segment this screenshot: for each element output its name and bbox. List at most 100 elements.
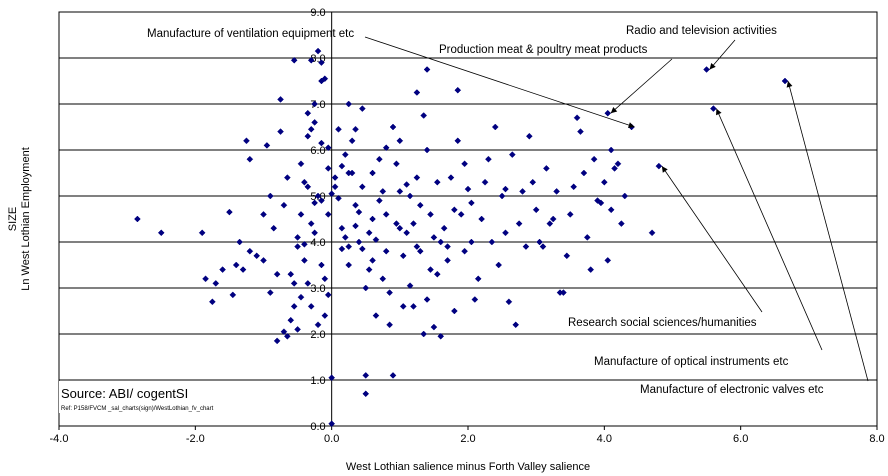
data-point-54 (314, 47, 322, 55)
x-tick-label-3: 2.0 (460, 433, 475, 445)
data-point-3 (202, 275, 209, 283)
y-tick-label-4: 4.0 (310, 237, 325, 249)
data-point-63 (301, 240, 308, 248)
data-point-71 (341, 234, 349, 241)
data-point-97 (430, 234, 438, 241)
x-tick-label-4: 4.0 (597, 433, 612, 445)
data-point-180 (522, 243, 530, 250)
data-point-167 (430, 323, 438, 331)
data-point-45 (314, 321, 322, 329)
data-point-187 (570, 183, 578, 191)
data-point-79 (369, 257, 376, 264)
data-point-78 (365, 229, 373, 237)
data-point-111 (485, 155, 492, 163)
data-point-16 (263, 142, 271, 149)
data-point-29 (307, 125, 315, 133)
data-point-193 (611, 165, 618, 172)
data-point-179 (515, 220, 523, 227)
data-point-15 (260, 211, 267, 218)
data-point-20 (277, 128, 284, 135)
data-point-206 (348, 169, 356, 177)
x-axis: -4.0 -2.0 0.0 2.0 4.0 6.0 8.0 (50, 426, 885, 445)
data-point-19 (273, 270, 281, 278)
data-point-108 (468, 238, 475, 246)
data-point-165 (416, 247, 424, 255)
data-point-36 (246, 247, 254, 255)
data-point-117 (519, 188, 526, 195)
data-point-198 (655, 162, 663, 170)
data-point-66 (290, 280, 298, 287)
data-point-53 (318, 59, 325, 66)
x-tick-label-2: 0.0 (324, 433, 339, 445)
data-point-85 (389, 123, 397, 131)
annotation-label-5: Manufacture of electronic valves etc (640, 384, 824, 396)
data-point-105 (457, 211, 465, 218)
data-point-35 (260, 257, 267, 264)
data-point-147 (427, 211, 434, 218)
data-point-31 (314, 192, 322, 200)
x-tick-label-5: 6.0 (733, 433, 748, 445)
data-point-212 (311, 119, 318, 126)
data-point-131 (614, 160, 622, 168)
data-point-104 (454, 137, 462, 145)
data-point-8 (229, 291, 237, 299)
data-point-140 (379, 188, 387, 195)
data-point-65 (297, 293, 305, 301)
data-point-118 (525, 132, 533, 140)
data-point-83 (382, 211, 390, 218)
data-points (134, 47, 789, 428)
data-point-172 (468, 199, 475, 207)
data-point-205 (341, 151, 349, 158)
data-point-190 (590, 155, 598, 163)
data-point-96 (427, 266, 434, 273)
data-point-125 (573, 114, 581, 122)
plot-area (58, 11, 878, 427)
data-point-26 (297, 211, 305, 218)
data-point-30 (311, 229, 318, 237)
data-point-107 (464, 185, 472, 193)
data-point-202 (607, 206, 615, 214)
data-point-145 (413, 174, 421, 181)
data-point-42 (294, 326, 301, 333)
data-point-148 (433, 270, 441, 278)
data-point-160 (376, 197, 383, 204)
data-point-32 (318, 261, 325, 269)
data-point-80 (372, 312, 380, 319)
data-point-74 (352, 201, 359, 209)
data-point-56 (297, 160, 305, 168)
data-point-122 (553, 188, 560, 195)
annotation-arrowhead-1 (610, 106, 618, 114)
x-tick-label-1: -2.0 (186, 433, 205, 445)
annotation-arrow-1 (610, 58, 673, 114)
data-point-142 (393, 160, 400, 168)
data-point-75 (355, 238, 363, 246)
annotation-label-1: Production meat & poultry meat products (439, 44, 648, 56)
data-point-92 (413, 243, 421, 250)
gridlines (59, 57, 877, 381)
y-tick-label-2: 2.0 (310, 329, 325, 341)
data-point-2 (198, 229, 206, 237)
data-point-135 (345, 261, 353, 269)
data-point-124 (566, 211, 574, 218)
data-point-110 (478, 215, 485, 223)
data-point-201 (648, 229, 656, 237)
annotation-arrowhead-5 (786, 81, 793, 88)
data-point-186 (563, 252, 571, 260)
data-point-163 (403, 181, 411, 188)
data-point-4 (209, 298, 216, 306)
data-point-101 (444, 257, 451, 264)
data-point-24 (290, 303, 298, 310)
data-point-41 (287, 270, 295, 278)
annotation-arrowhead-4 (716, 108, 722, 116)
data-point-25 (294, 243, 301, 250)
data-point-182 (536, 238, 543, 246)
data-point-5 (212, 280, 220, 287)
data-point-11 (239, 266, 247, 273)
data-point-136 (352, 125, 359, 133)
data-point-175 (488, 238, 496, 246)
reference-label: Ref: P158/FVCM _sal_charts(sign)/WestLot… (61, 406, 214, 412)
annotation-arrowhead-0 (627, 122, 635, 128)
data-point-100 (440, 224, 448, 232)
data-point-60 (318, 197, 325, 204)
data-point-91 (410, 303, 417, 310)
